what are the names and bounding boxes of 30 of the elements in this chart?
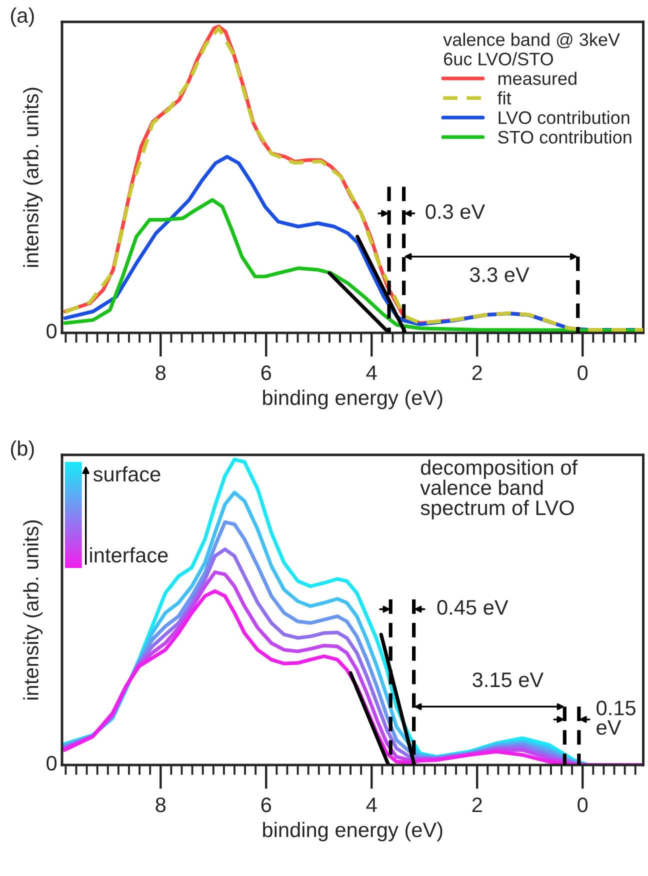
text: 0 [46,324,57,338]
legend-label: STO contribution [498,130,632,144]
x-tick-label: 6 [261,365,272,380]
text: 0 [46,756,57,771]
annotation: 0.45 eV [437,600,508,615]
annotation: 0.3 eV [426,204,486,219]
annotation: 3.15 eV [472,672,544,688]
legend-label: LVO contribution [498,110,630,124]
annotation: interface [90,547,168,563]
legend-label: fit [498,91,512,104]
annotation: 3.3 eV [470,267,530,282]
x-axis-title: binding energy (eV) [263,390,442,410]
x-tick-label: 2 [472,798,482,812]
x-tick-label: 0 [578,365,588,380]
annotation: 0.15 eV [596,700,636,735]
x-tick-label: 2 [472,365,482,380]
annotation: decomposition of valence band spectrum of LVO [420,460,578,520]
x-tick-label: 8 [156,798,166,812]
x-tick-label: 8 [156,365,166,380]
annotation: surface [93,466,160,482]
x-tick-label: 4 [366,798,377,812]
x-axis-title: binding energy (eV) [263,822,442,842]
y-axis-title: intensity (arb. units) [23,520,43,700]
x-tick-label: 6 [261,798,272,812]
x-tick-label: 4 [366,366,377,380]
chart-title: (b) [10,440,34,460]
y-axis-title: intensity (arb. units) [23,88,43,267]
chart-title: (a) [10,8,34,27]
x-tick-label: 0 [578,798,588,812]
legend-label: measured [498,72,576,85]
